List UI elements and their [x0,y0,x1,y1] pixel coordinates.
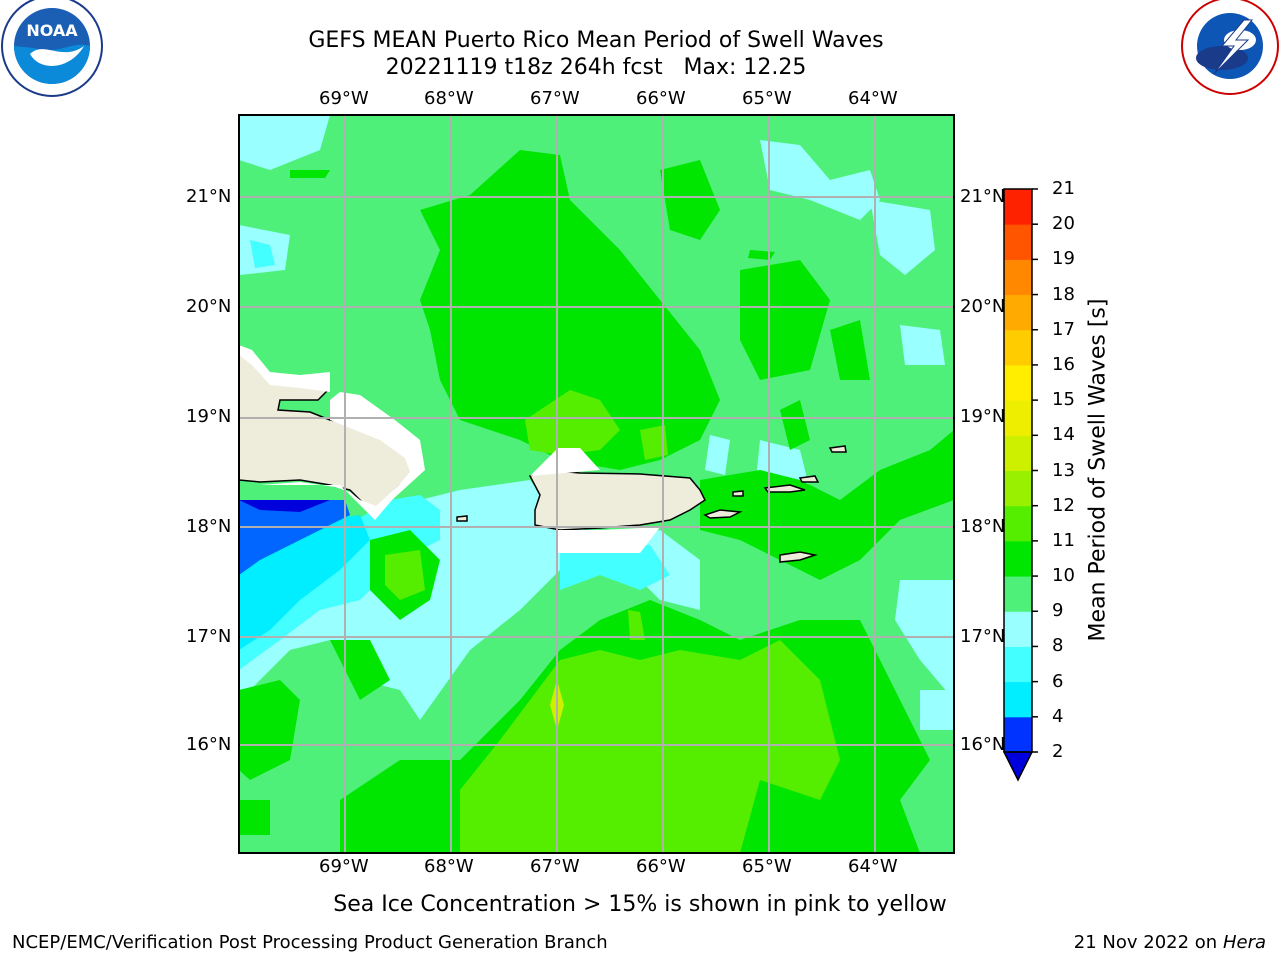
lon-label-top: 68°W [424,88,474,109]
footer-date-text: 21 Nov 2022 on [1073,932,1218,953]
lat-label-left: 19°N [186,406,232,427]
colorbar-segment [1004,646,1032,683]
chart-title: GEFS MEAN Puerto Rico Mean Period of Swe… [308,28,884,53]
footer-machine: Hera [1222,932,1266,953]
nws-logo [1181,0,1279,95]
lon-label-bottom: 69°W [319,856,369,877]
lat-label-right: 18°N [960,516,1006,537]
lon-label-top: 67°W [530,88,580,109]
lat-label-right: 21°N [960,186,1006,207]
contour-field [239,115,954,853]
colorbar-tick-label: 15 [1052,389,1075,411]
colorbar-segment [1004,540,1032,577]
lon-label-top: 69°W [319,88,369,109]
lat-label-left: 20°N [186,296,232,317]
footer-date: 21 Nov 2022 on Hera [1074,933,1266,953]
lon-label-bottom: 65°W [742,856,792,877]
lat-label-right: 16°N [960,734,1006,755]
colorbar-segment [1004,681,1032,718]
colorbar-segment [1004,294,1032,331]
lon-label-top: 64°W [848,88,898,109]
colorbar-segment [1004,505,1032,542]
colorbar-tick-label: 8 [1052,635,1064,657]
lat-label-left: 21°N [186,186,232,207]
sea-ice-caption: Sea Ice Concentration > 15% is shown in … [333,892,947,917]
lat-label-right: 17°N [960,626,1006,647]
colorbar-segment [1004,611,1032,647]
colorbar-tick-label: 9 [1052,600,1064,622]
lon-label-bottom: 66°W [636,856,686,877]
plot-frame [238,114,955,854]
noaa-logo-text: NOAA [26,21,78,40]
colorbar-title: Mean Period of Swell Waves [s] [1085,298,1111,642]
colorbar-tick-label: 10 [1052,565,1075,587]
colorbar-segment [1004,189,1032,225]
colorbar-tick-label: 21 [1052,178,1075,199]
colorbar-segment [1004,716,1032,753]
lat-label-right: 20°N [960,296,1006,317]
colorbar-under-arrow [1002,751,1034,782]
colorbar-tick-label: 16 [1052,353,1075,375]
colorbar-tick-label: 6 [1052,670,1064,692]
colorbar-tick-label: 4 [1052,705,1064,727]
colorbar-tick-label: 19 [1052,248,1075,270]
colorbar [1002,188,1038,782]
chart-subtitle: 20221119 t18z 264h fcst Max: 12.25 [385,55,807,80]
colorbar-tick-label: 13 [1052,459,1075,481]
lon-label-bottom: 68°W [424,856,474,877]
lat-label-right: 19°N [960,406,1006,427]
lon-label-top: 65°W [742,88,792,109]
colorbar-segment [1004,470,1032,507]
colorbar-segment [1004,329,1032,366]
colorbar-segment [1004,259,1032,296]
colorbar-segment [1004,576,1032,612]
colorbar-tick-label: 11 [1052,529,1075,551]
noaa-logo: NOAA [1,0,103,97]
colorbar-segment [1004,364,1032,401]
colorbar-tick-label: 12 [1052,494,1075,516]
colorbar-tick-label: 17 [1052,318,1075,340]
lat-label-left: 18°N [186,516,232,537]
footer-credit: NCEP/EMC/Verification Post Processing Pr… [12,932,608,953]
lon-label-bottom: 64°W [848,856,898,877]
colorbar-tick-label: 20 [1052,213,1075,235]
colorbar-segment [1004,435,1032,471]
lon-label-top: 66°W [636,88,686,109]
colorbar-segment [1004,224,1032,260]
colorbar-tick-label: 14 [1052,424,1075,446]
colorbar-segment [1004,400,1032,436]
lat-label-left: 17°N [186,626,232,647]
colorbar-tick-label: 18 [1052,283,1075,305]
lon-label-bottom: 67°W [530,856,580,877]
lat-label-left: 16°N [186,734,232,755]
colorbar-tick-label: 2 [1052,741,1064,762]
